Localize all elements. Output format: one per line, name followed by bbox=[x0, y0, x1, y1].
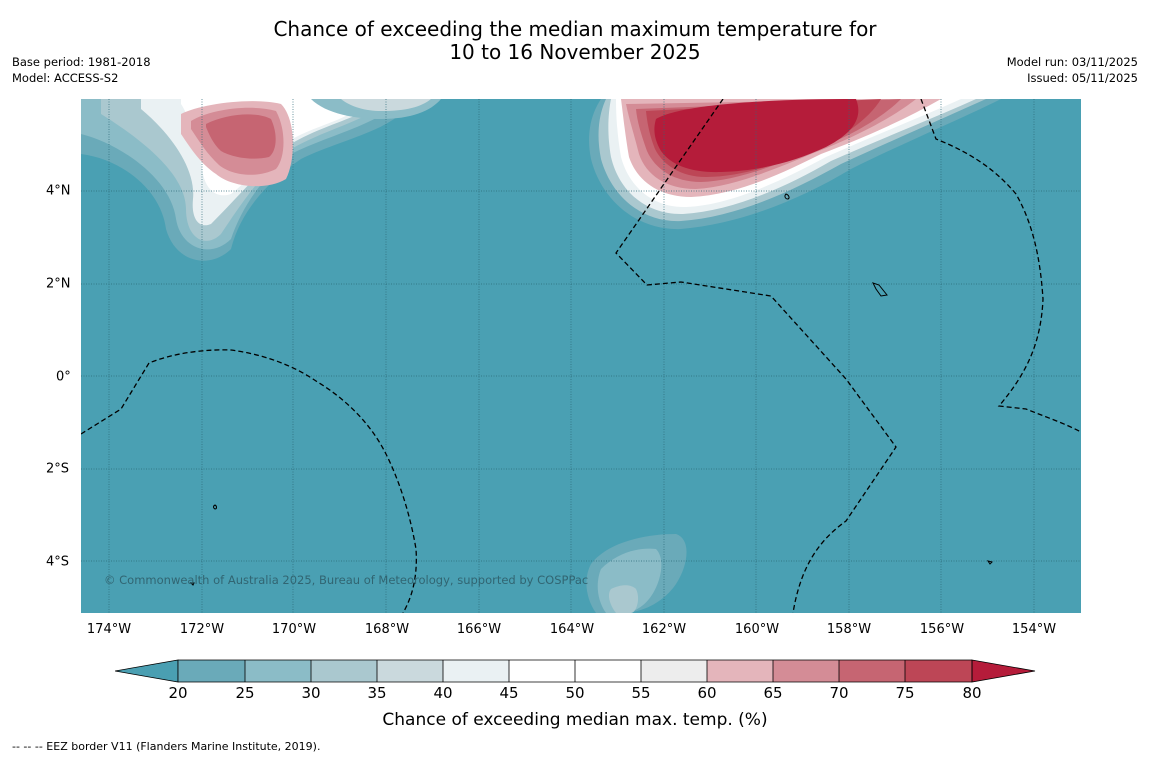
colorbar-bin-45-50 bbox=[509, 660, 575, 682]
y-tick-0: 0° bbox=[56, 369, 71, 385]
chart-title: Chance of exceeding the median maximum t… bbox=[0, 18, 1150, 64]
contour-warm-topleft-core bbox=[206, 114, 276, 159]
x-tick-162w: 162°W bbox=[641, 622, 687, 637]
islands bbox=[189, 193, 993, 586]
colorbar-bin-60-65 bbox=[707, 660, 773, 682]
eez-border-east bbox=[920, 99, 1081, 433]
model-run-text: Model run: 03/11/2025 bbox=[1006, 55, 1138, 69]
meta-left: Base period: 1981-2018 Model: ACCESS-S2 bbox=[12, 55, 151, 86]
colorbar-bin-25-30 bbox=[245, 660, 311, 682]
colorbar bbox=[115, 659, 1036, 683]
colorbar-bin-70-75 bbox=[839, 660, 905, 682]
colorbar-arrow-high bbox=[971, 659, 1036, 683]
colorbar-label-25: 25 bbox=[235, 684, 255, 702]
contour-neutral-bottom-core bbox=[608, 585, 639, 613]
colorbar-title: Chance of exceeding median max. temp. (%… bbox=[382, 710, 768, 730]
model-text: Model: ACCESS-S2 bbox=[12, 70, 119, 85]
y-tick-4n: 4°N bbox=[46, 183, 71, 199]
contour-warm-topright-core bbox=[654, 99, 859, 173]
x-tick-170w: 170°W bbox=[271, 622, 317, 637]
base-period-text: Base period: 1981-2018 bbox=[12, 55, 151, 69]
colorbar-dividers bbox=[177, 659, 973, 683]
y-tick-2n: 2°N bbox=[46, 276, 71, 292]
colorbar-label-40: 40 bbox=[433, 684, 453, 702]
colorbar-bin-20-25 bbox=[178, 660, 245, 682]
island-a bbox=[872, 282, 888, 297]
eez-border-centre bbox=[615, 99, 897, 613]
colorbar-bin-30-35 bbox=[311, 660, 377, 682]
eez-legend-footer: -- -- -- EEZ border V11 (Flanders Marine… bbox=[12, 740, 321, 753]
colorbar-label-65: 65 bbox=[763, 684, 783, 702]
colorbar-bin-65-70 bbox=[773, 660, 839, 682]
colorbar-label-55: 55 bbox=[631, 684, 651, 702]
x-tick-166w: 166°W bbox=[456, 622, 502, 637]
colorbar-label-35: 35 bbox=[367, 684, 387, 702]
x-tick-154w: 154°W bbox=[1011, 622, 1057, 637]
colorbar-label-50: 50 bbox=[565, 684, 585, 702]
colorbar-label-75: 75 bbox=[895, 684, 915, 702]
x-tick-168w: 168°W bbox=[364, 622, 410, 637]
y-tick-2s: 2°S bbox=[46, 461, 70, 477]
title-line-2: 10 to 16 November 2025 bbox=[449, 40, 701, 64]
colorbar-bin-75-80 bbox=[905, 660, 972, 682]
x-tick-156w: 156°W bbox=[919, 622, 965, 637]
colorbar-bin-40-45 bbox=[443, 660, 509, 682]
colorbar-bin-55-60 bbox=[641, 660, 707, 682]
eez-border-west bbox=[81, 349, 417, 613]
x-tick-164w: 164°W bbox=[549, 622, 595, 637]
map-svg bbox=[81, 99, 1081, 613]
title-line-1: Chance of exceeding the median maximum t… bbox=[273, 17, 877, 41]
colorbar-label-60: 60 bbox=[697, 684, 717, 702]
y-tick-4s: 4°S bbox=[46, 554, 70, 570]
colorbar-label-70: 70 bbox=[829, 684, 849, 702]
colorbar-label-80: 80 bbox=[962, 684, 982, 702]
copyright-notice: © Commonwealth of Australia 2025, Bureau… bbox=[104, 573, 589, 587]
colorbar-arrow-low bbox=[115, 659, 179, 683]
eez-borders bbox=[81, 99, 1081, 613]
issued-text: Issued: 05/11/2025 bbox=[1027, 70, 1138, 85]
colorbar-bin-50-55 bbox=[575, 660, 641, 682]
x-tick-160w: 160°W bbox=[734, 622, 780, 637]
x-tick-158w: 158°W bbox=[826, 622, 872, 637]
colorbar-label-20: 20 bbox=[168, 684, 188, 702]
map-panel[interactable]: © Commonwealth of Australia 2025, Bureau… bbox=[81, 99, 1081, 613]
colorbar-label-45: 45 bbox=[499, 684, 519, 702]
island-b bbox=[784, 193, 790, 200]
colorbar-label-30: 30 bbox=[301, 684, 321, 702]
meta-right: Model run: 03/11/2025 Issued: 05/11/2025 bbox=[1007, 55, 1138, 86]
island-c bbox=[213, 504, 217, 510]
x-tick-174w: 174°W bbox=[86, 622, 132, 637]
island-e bbox=[189, 582, 195, 586]
x-tick-172w: 172°W bbox=[179, 622, 225, 637]
island-d bbox=[986, 560, 993, 565]
colorbar-bin-35-40 bbox=[377, 660, 443, 682]
